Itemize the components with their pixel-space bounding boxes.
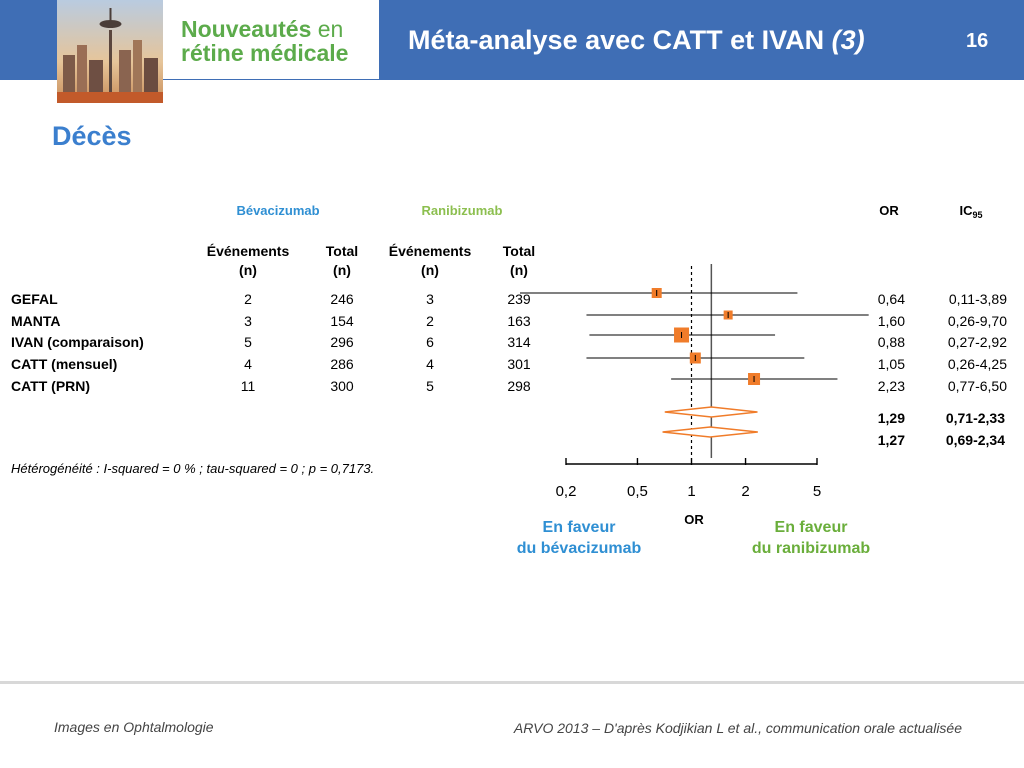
ran-events: 5 xyxy=(426,378,434,394)
or-value: 0,88 xyxy=(877,334,905,350)
ran-total: 239 xyxy=(507,291,531,307)
slide-number: 16 xyxy=(966,30,989,52)
col-header-or: OR xyxy=(879,203,899,218)
pooled-ic-1: 0,71-2,33 xyxy=(945,410,1005,426)
ran-events: 4 xyxy=(426,356,434,372)
pooled-diamond xyxy=(662,426,758,438)
group-header-bevacizumab: Bévacizumab xyxy=(236,203,320,218)
bev-events: 3 xyxy=(244,313,252,329)
col-header-bev-events: Événements (n) xyxy=(206,243,290,278)
ran-events: 6 xyxy=(426,334,434,350)
ran-total: 301 xyxy=(507,356,531,372)
ic-value: 0,11-3,89 xyxy=(948,291,1007,307)
bev-events: 11 xyxy=(240,378,256,394)
footer-source-left: Images en Ophtalmologie xyxy=(54,719,214,735)
x-tick-label: 0,2 xyxy=(556,483,577,500)
favours-ranibizumab-label: En faveur du ranibizumab xyxy=(751,519,871,557)
x-tick-label: 0,5 xyxy=(627,483,648,500)
ic-value: 0,26-4,25 xyxy=(947,356,1007,372)
footer-divider xyxy=(0,681,1024,684)
logo: Nouveautés en rétine médicale xyxy=(57,0,379,103)
ran-total: 298 xyxy=(507,378,531,394)
slide-title: Méta-analyse avec CATT et IVAN (3) xyxy=(408,25,865,55)
col-header-ic: IC95 xyxy=(959,203,983,220)
x-axis-label: OR xyxy=(684,512,704,527)
study-name: MANTA xyxy=(11,313,61,329)
ic-value: 0,27-2,92 xyxy=(947,334,1007,350)
x-tick-label: 2 xyxy=(741,483,749,500)
bev-total: 286 xyxy=(330,356,354,372)
study-name: CATT (PRN) xyxy=(11,378,91,394)
pooled-ic-2: 0,69-2,34 xyxy=(945,432,1005,448)
bev-events: 4 xyxy=(244,356,252,372)
pooled-diamond xyxy=(664,406,758,418)
col-header-ran-events: Événements (n) xyxy=(388,243,472,278)
ran-events: 2 xyxy=(426,313,434,329)
or-value: 2,23 xyxy=(877,378,905,394)
favours-bevacizumab-label: En faveur du bévacizumab xyxy=(516,519,642,557)
pooled-or-1: 1,29 xyxy=(877,410,905,426)
ran-total: 314 xyxy=(507,334,531,350)
study-name: GEFAL xyxy=(11,291,58,307)
bev-total: 296 xyxy=(330,334,354,350)
study-name: CATT (mensuel) xyxy=(11,356,118,372)
ic-value: 0,77-6,50 xyxy=(947,378,1007,394)
or-value: 1,05 xyxy=(877,356,905,372)
or-value: 0,64 xyxy=(877,291,905,307)
ran-total: 163 xyxy=(507,313,531,329)
brand-line-1: Nouveautés en xyxy=(181,16,344,42)
brand-line-2: rétine médicale xyxy=(181,40,349,66)
study-name: IVAN (comparaison) xyxy=(11,334,144,350)
ran-events: 3 xyxy=(426,291,434,307)
pooled-or-2: 1,27 xyxy=(877,432,905,448)
x-tick-label: 5 xyxy=(813,483,821,500)
heterogeneity-note: Hétérogénéité : I-squared = 0 % ; tau-sq… xyxy=(11,461,375,476)
or-value: 1,60 xyxy=(877,313,905,329)
city-skyline-image xyxy=(57,0,163,103)
x-tick-label: 1 xyxy=(687,483,695,500)
ic-value: 0,26-9,70 xyxy=(947,313,1007,329)
group-header-ranibizumab: Ranibizumab xyxy=(421,203,503,218)
bev-total: 246 xyxy=(330,291,354,307)
bev-total: 300 xyxy=(330,378,354,394)
col-header-bev-total: Total (n) xyxy=(325,243,359,278)
bev-events: 2 xyxy=(244,291,252,307)
col-header-ran-total: Total (n) xyxy=(502,243,536,278)
bev-total: 154 xyxy=(330,313,354,329)
section-title: Décès xyxy=(52,121,132,151)
bev-events: 5 xyxy=(244,334,252,350)
footer-source-right: ARVO 2013 – D'après Kodjikian L et al., … xyxy=(513,720,962,736)
